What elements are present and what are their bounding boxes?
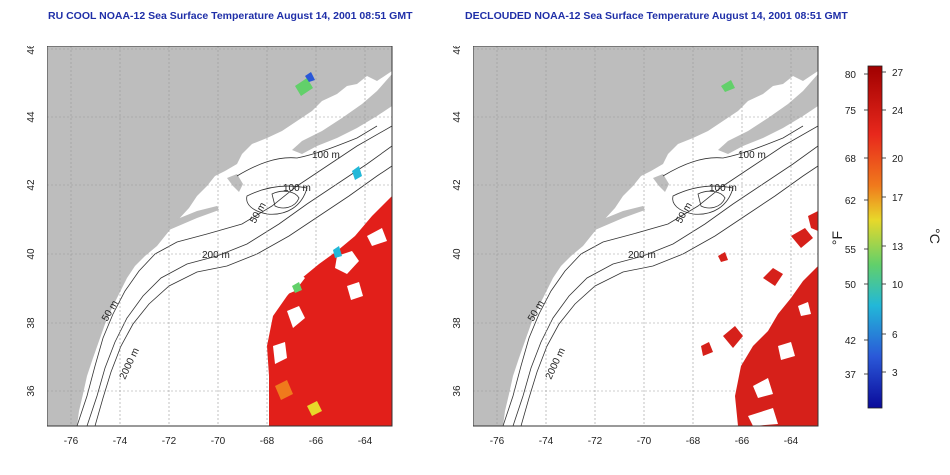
x-tick-label: -72	[588, 436, 603, 447]
celsius-tick: 6	[892, 330, 898, 341]
celsius-tick: 13	[892, 242, 904, 253]
colorbar-tick-marks	[864, 71, 886, 375]
fahrenheit-unit-label: °F	[830, 231, 845, 245]
y-tick-label: 42	[26, 179, 37, 191]
land	[47, 46, 392, 426]
x-tick-label: -74	[539, 436, 554, 447]
sst-gaps	[748, 302, 811, 426]
x-tick-label: -70	[637, 436, 652, 447]
x-axis-ticks: -76 -74 -72 -70 -68 -66 -64	[64, 436, 373, 447]
cape-cod	[653, 174, 669, 192]
fahrenheit-tick: 62	[845, 196, 857, 207]
temperature-colorbar: 80 75 68 62 55 50 42 37 27 24 20 17 13 1…	[830, 65, 943, 409]
celsius-ticks: 27 24 20 17 13 10 6 3	[892, 68, 904, 379]
fahrenheit-tick: 37	[845, 370, 857, 381]
contour-label: 200 m	[202, 250, 230, 261]
y-tick-label: 38	[26, 317, 37, 329]
y-tick-label: 38	[452, 317, 463, 329]
x-axis-ticks: -76 -74 -72 -70 -68 -66 -64	[490, 436, 799, 447]
fahrenheit-tick: 50	[845, 280, 857, 291]
right-sst-map: 100 m 100 m 50 m 200 m 50 m 2000 m -76 -…	[473, 46, 819, 447]
land	[473, 46, 818, 426]
x-tick-label: -66	[735, 436, 750, 447]
x-tick-label: -64	[358, 436, 373, 447]
contour-label: 100 m	[283, 183, 311, 194]
contour-label: 100 m	[312, 150, 340, 161]
celsius-tick: 27	[892, 68, 904, 79]
celsius-unit-label: °C	[927, 228, 943, 244]
y-tick-label: 46	[452, 46, 463, 55]
fahrenheit-tick: 80	[845, 70, 857, 81]
bathymetry-contours	[502, 125, 818, 426]
y-tick-label: 46	[26, 46, 37, 55]
sst-warm-region	[267, 196, 392, 426]
fahrenheit-tick: 68	[845, 154, 857, 165]
sst-cloud-speckle	[273, 72, 387, 416]
fahrenheit-tick: 42	[845, 336, 857, 347]
colorbar-gradient	[867, 65, 883, 409]
x-tick-label: -70	[211, 436, 226, 447]
celsius-tick: 17	[892, 193, 904, 204]
map-frame	[473, 46, 819, 427]
cape-cod	[227, 174, 243, 192]
map-frame	[47, 46, 393, 427]
y-tick-label: 42	[452, 179, 463, 191]
fahrenheit-ticks: 80 75 68 62 55 50 42 37	[845, 70, 857, 381]
left-y-axis: 46 44 42 40 38 36	[26, 46, 37, 397]
x-tick-label: -76	[64, 436, 79, 447]
x-tick-label: -68	[260, 436, 275, 447]
celsius-tick: 3	[892, 368, 898, 379]
contour-label: 200 m	[628, 250, 656, 261]
y-tick-label: 44	[26, 111, 37, 123]
bathymetry-contours	[76, 125, 392, 426]
long-island	[165, 206, 219, 230]
y-tick-label: 36	[26, 385, 37, 397]
contour-label: 100 m	[738, 150, 766, 161]
y-tick-label: 40	[26, 248, 37, 260]
nova-scotia	[292, 74, 392, 154]
x-tick-label: -64	[784, 436, 799, 447]
x-tick-label: -74	[113, 436, 128, 447]
left-map-title: RU COOL NOAA-12 Sea Surface Temperature …	[48, 10, 413, 22]
fahrenheit-tick: 75	[845, 106, 857, 117]
celsius-tick: 10	[892, 280, 904, 291]
left-sst-map: 100 m 100 m 50 m 200 m 50 m 2000 m 46 -7…	[47, 46, 393, 447]
right-map-title: DECLOUDED NOAA-12 Sea Surface Temperatur…	[465, 10, 848, 22]
x-tick-label: -72	[162, 436, 177, 447]
x-tick-label: -66	[309, 436, 324, 447]
sst-cool-speck	[721, 80, 735, 92]
celsius-tick: 20	[892, 154, 904, 165]
x-tick-label: -68	[686, 436, 701, 447]
y-tick-label: 44	[452, 111, 463, 123]
fahrenheit-tick: 55	[845, 245, 857, 256]
nova-scotia	[718, 74, 818, 154]
y-tick-label: 36	[452, 385, 463, 397]
y-tick-label: 40	[452, 248, 463, 260]
long-island	[591, 206, 645, 230]
x-tick-label: -76	[490, 436, 505, 447]
contour-label: 100 m	[709, 183, 737, 194]
right-y-axis: 46 44 42 40 38 36	[452, 46, 463, 397]
celsius-tick: 24	[892, 106, 904, 117]
